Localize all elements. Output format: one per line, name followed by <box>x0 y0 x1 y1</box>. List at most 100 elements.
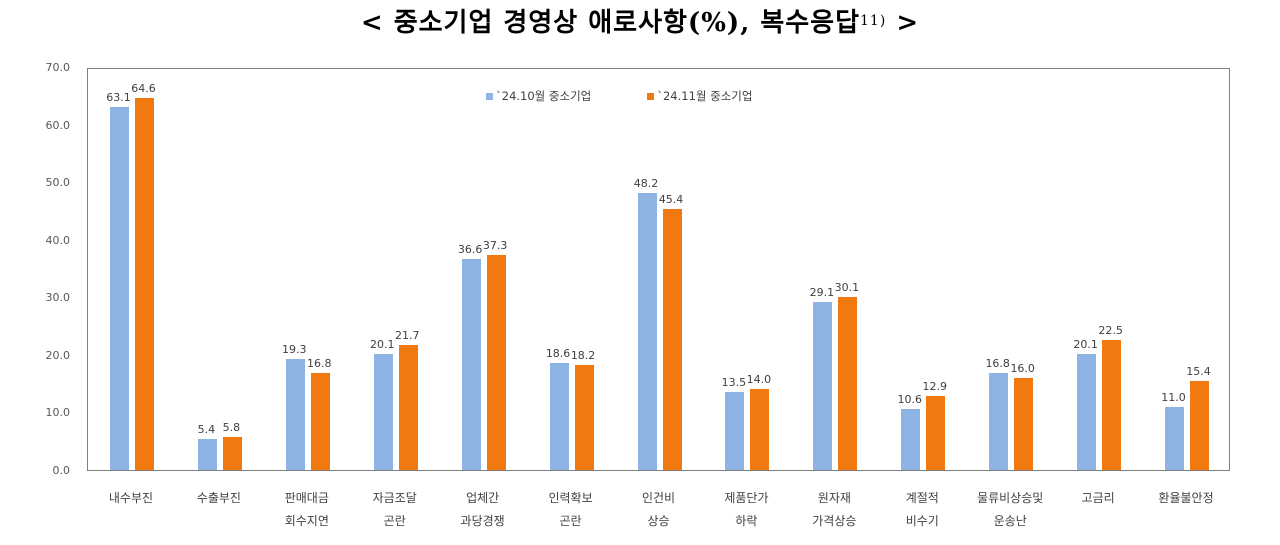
bar-oct <box>725 392 745 470</box>
x-category-line: 과당경쟁 <box>460 514 505 528</box>
y-tick-label: 40.0 <box>45 233 71 247</box>
bar-nov <box>134 98 154 470</box>
bar-oct <box>637 192 657 470</box>
bar-nov <box>1014 377 1034 470</box>
x-category-line: 제품단가 <box>724 491 769 505</box>
x-category-line: 수출부진 <box>196 491 241 505</box>
x-category-line: 판매대금 <box>284 491 329 505</box>
data-label: 14.0 <box>746 373 772 387</box>
bar-nov <box>750 389 770 470</box>
bar-oct <box>285 358 305 470</box>
x-category-label: 업체간 과당경쟁 <box>439 487 527 533</box>
x-category-line: 고금리 <box>1081 491 1115 505</box>
data-label: 48.2 <box>633 176 659 190</box>
data-label: 16.8 <box>307 357 332 371</box>
x-category-line: 상승 <box>647 514 670 528</box>
legend-swatch-orange <box>647 92 655 100</box>
x-category-line: 물류비상승및 <box>977 491 1044 505</box>
data-label: 5.8 <box>222 420 241 434</box>
data-label: 45.4 <box>658 192 684 206</box>
x-category-line: 인건비 <box>641 491 676 505</box>
legend-item-nov: `24.11월 중소기업 <box>647 88 752 104</box>
y-tick-label: 20.0 <box>45 348 71 362</box>
y-tick-label: 10.0 <box>45 406 71 420</box>
x-category-label: 내수부진 <box>87 487 175 510</box>
x-category-line: 환율불안정 <box>1158 491 1214 505</box>
legend: `24.10월 중소기업 `24.11월 중소기업 <box>486 88 752 104</box>
x-category-line: 가격상승 <box>812 514 857 528</box>
y-tick-label: 60.0 <box>45 118 71 132</box>
bar-oct <box>1165 406 1185 470</box>
data-label: 20.1 <box>369 338 395 352</box>
x-category-line: 하락 <box>735 514 758 528</box>
data-label: 11.0 <box>1161 390 1186 404</box>
data-label: 5.4 <box>197 422 216 436</box>
x-category-line: 인력확보 <box>548 491 593 505</box>
bar-nov <box>310 373 330 470</box>
y-tick-label: 30.0 <box>45 291 71 305</box>
x-category-line: 곤란 <box>383 514 406 528</box>
chart-title-footnote: 11) <box>860 13 887 29</box>
bar-nov <box>1102 340 1122 470</box>
bar-nov <box>398 345 418 470</box>
x-category-line: 계절적 <box>905 491 939 505</box>
x-category-line: 회수지연 <box>284 514 329 528</box>
data-label: 64.6 <box>131 82 156 96</box>
plot-area <box>87 68 1230 471</box>
legend-label: `24.10월 중소기업 <box>496 89 592 103</box>
x-category-label: 고금리 <box>1054 487 1142 510</box>
bar-nov <box>222 436 242 470</box>
x-category-line: 운송난 <box>993 514 1027 528</box>
x-category-line: 비수기 <box>905 514 939 528</box>
y-tick-label: 0.0 <box>52 464 71 477</box>
data-label: 12.9 <box>922 379 948 393</box>
data-label: 37.3 <box>482 239 508 253</box>
bar-oct <box>549 362 569 470</box>
data-label: 30.1 <box>834 280 860 294</box>
chart-title-text: < 중소기업 경영상 애로사항(%), 복수응답 <box>360 8 861 38</box>
bar-oct <box>373 354 393 470</box>
chart-title-suffix: > <box>886 8 920 38</box>
data-label: 20.1 <box>1073 338 1098 352</box>
bar-nov <box>486 255 506 470</box>
bar-nov <box>838 296 858 470</box>
data-label: 15.4 <box>1186 365 1211 379</box>
data-label: 16.8 <box>985 357 1010 371</box>
data-label: 21.7 <box>394 329 420 343</box>
bar-oct <box>989 373 1009 470</box>
bar-nov <box>574 365 594 470</box>
bar-oct <box>1077 354 1097 470</box>
bar-oct <box>813 302 833 470</box>
legend-label: `24.11월 중소기업 <box>657 89 753 103</box>
data-label: 10.6 <box>897 392 923 406</box>
data-label: 18.2 <box>570 349 596 363</box>
bar-oct <box>461 259 481 470</box>
x-category-label: 환율불안정 <box>1142 487 1230 510</box>
bar-nov <box>662 208 682 470</box>
chart-title: < 중소기업 경영상 애로사항(%), 복수응답11) > <box>0 2 1280 39</box>
legend-item-oct: `24.10월 중소기업 <box>486 88 591 104</box>
data-label: 13.5 <box>721 376 747 390</box>
x-category-line: 곤란 <box>559 514 582 528</box>
data-label: 36.6 <box>457 243 483 257</box>
data-label: 22.5 <box>1098 324 1123 338</box>
x-category-line: 자금조달 <box>372 491 417 505</box>
data-label: 18.6 <box>545 346 571 360</box>
data-label: 29.1 <box>809 286 835 300</box>
legend-swatch-blue <box>486 92 493 100</box>
bar-oct <box>109 106 129 470</box>
x-category-line: 원자재 <box>817 491 851 505</box>
data-label: 63.1 <box>106 90 131 104</box>
x-category-line: 내수부진 <box>108 491 154 505</box>
bar-oct <box>901 408 921 470</box>
bar-nov <box>1190 381 1210 470</box>
x-category-label: 수출부진 <box>175 487 263 510</box>
bar-oct <box>197 438 217 470</box>
